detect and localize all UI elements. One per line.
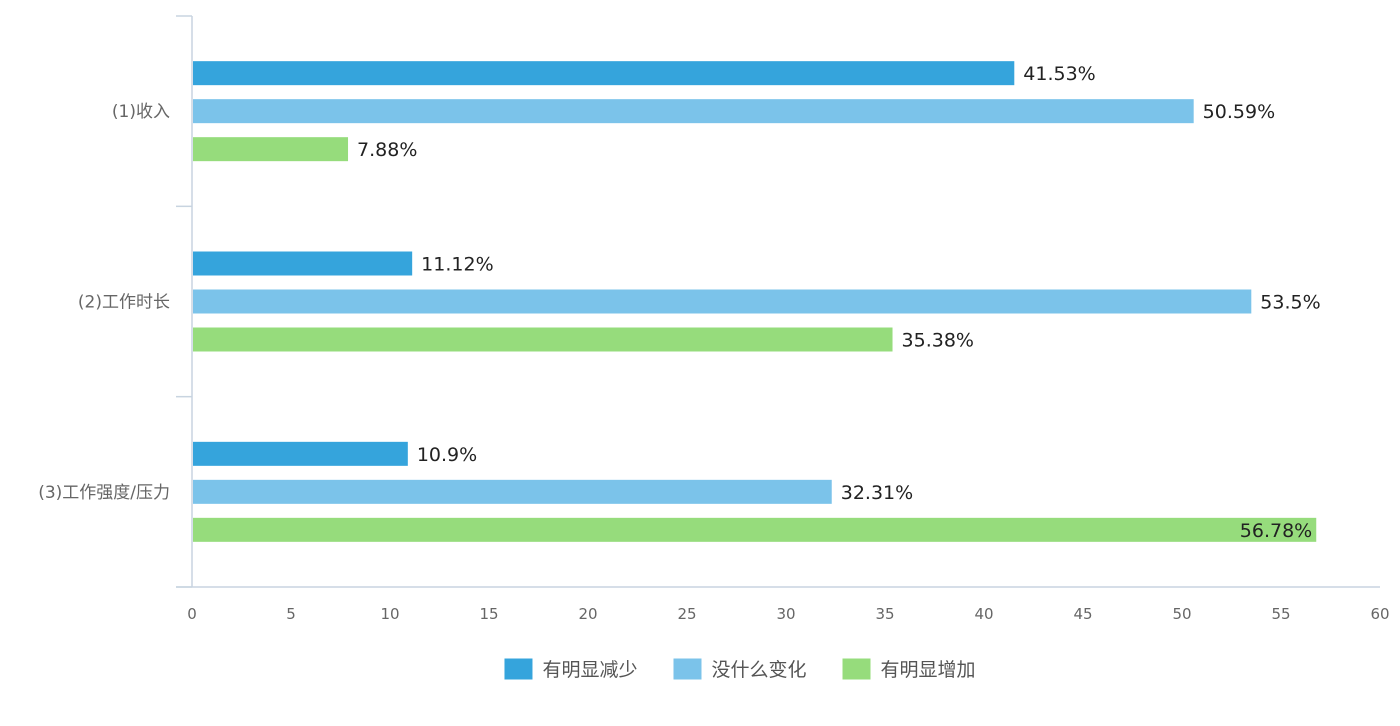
data-label: 35.38% xyxy=(902,330,974,352)
legend-label: 没什么变化 xyxy=(711,659,806,681)
legend-item: 有明显增加 xyxy=(842,658,976,681)
data-label: 11.12% xyxy=(421,254,493,276)
x-tick-label: 30 xyxy=(776,605,795,623)
legend-label: 有明显增加 xyxy=(881,659,976,681)
data-label: 56.78% xyxy=(1240,520,1312,542)
x-tick-label: 50 xyxy=(1172,605,1191,623)
labels-group: (1)收入 (2)工作时长 (3)工作强度/压力 41.53% 50.59% 7.88% 1… xyxy=(38,63,1320,542)
legend: 有明显减少 没什么变化 有明显增加 xyxy=(504,658,976,681)
data-label: 32.31% xyxy=(841,482,913,504)
x-tick-label: 25 xyxy=(677,605,696,623)
bar xyxy=(193,251,413,276)
bar xyxy=(193,137,349,162)
x-tick-label: 40 xyxy=(974,605,993,623)
legend-item: 有明显减少 xyxy=(504,658,637,681)
legend-swatch xyxy=(842,658,871,680)
legend-item: 没什么变化 xyxy=(673,658,807,681)
legend-label: 有明显减少 xyxy=(542,659,637,681)
legend-swatch xyxy=(504,658,533,680)
data-label: 7.88% xyxy=(357,139,417,161)
bar xyxy=(193,61,1015,86)
bar xyxy=(193,99,1194,124)
category-label: (3)工作强度/压力 xyxy=(38,483,170,503)
x-tick-label: 55 xyxy=(1271,605,1290,623)
category-label: (2)工作时长 xyxy=(78,293,170,313)
x-tick-label: 5 xyxy=(286,605,296,623)
x-tick-label: 35 xyxy=(875,605,894,623)
data-label: 10.9% xyxy=(417,444,477,466)
bar xyxy=(193,327,893,352)
data-label: 41.53% xyxy=(1023,63,1095,85)
legend-swatch xyxy=(673,658,702,680)
bar xyxy=(193,479,832,504)
x-tick-label: 60 xyxy=(1370,605,1389,623)
x-tick-label: 20 xyxy=(578,605,597,623)
bar xyxy=(193,289,1252,314)
x-tick-label: 0 xyxy=(187,605,197,623)
category-label: (1)收入 xyxy=(112,102,170,122)
x-tick-label: 45 xyxy=(1073,605,1092,623)
axes-group: 0 5 10 15 20 25 30 35 40 45 50 55 60 xyxy=(176,15,1390,623)
data-label: 50.59% xyxy=(1203,101,1275,123)
data-label: 53.5% xyxy=(1260,292,1320,314)
x-tick-label: 15 xyxy=(479,605,498,623)
bars-group xyxy=(193,61,1317,542)
bar xyxy=(193,517,1317,542)
x-tick-label: 10 xyxy=(380,605,399,623)
bar xyxy=(193,441,408,466)
